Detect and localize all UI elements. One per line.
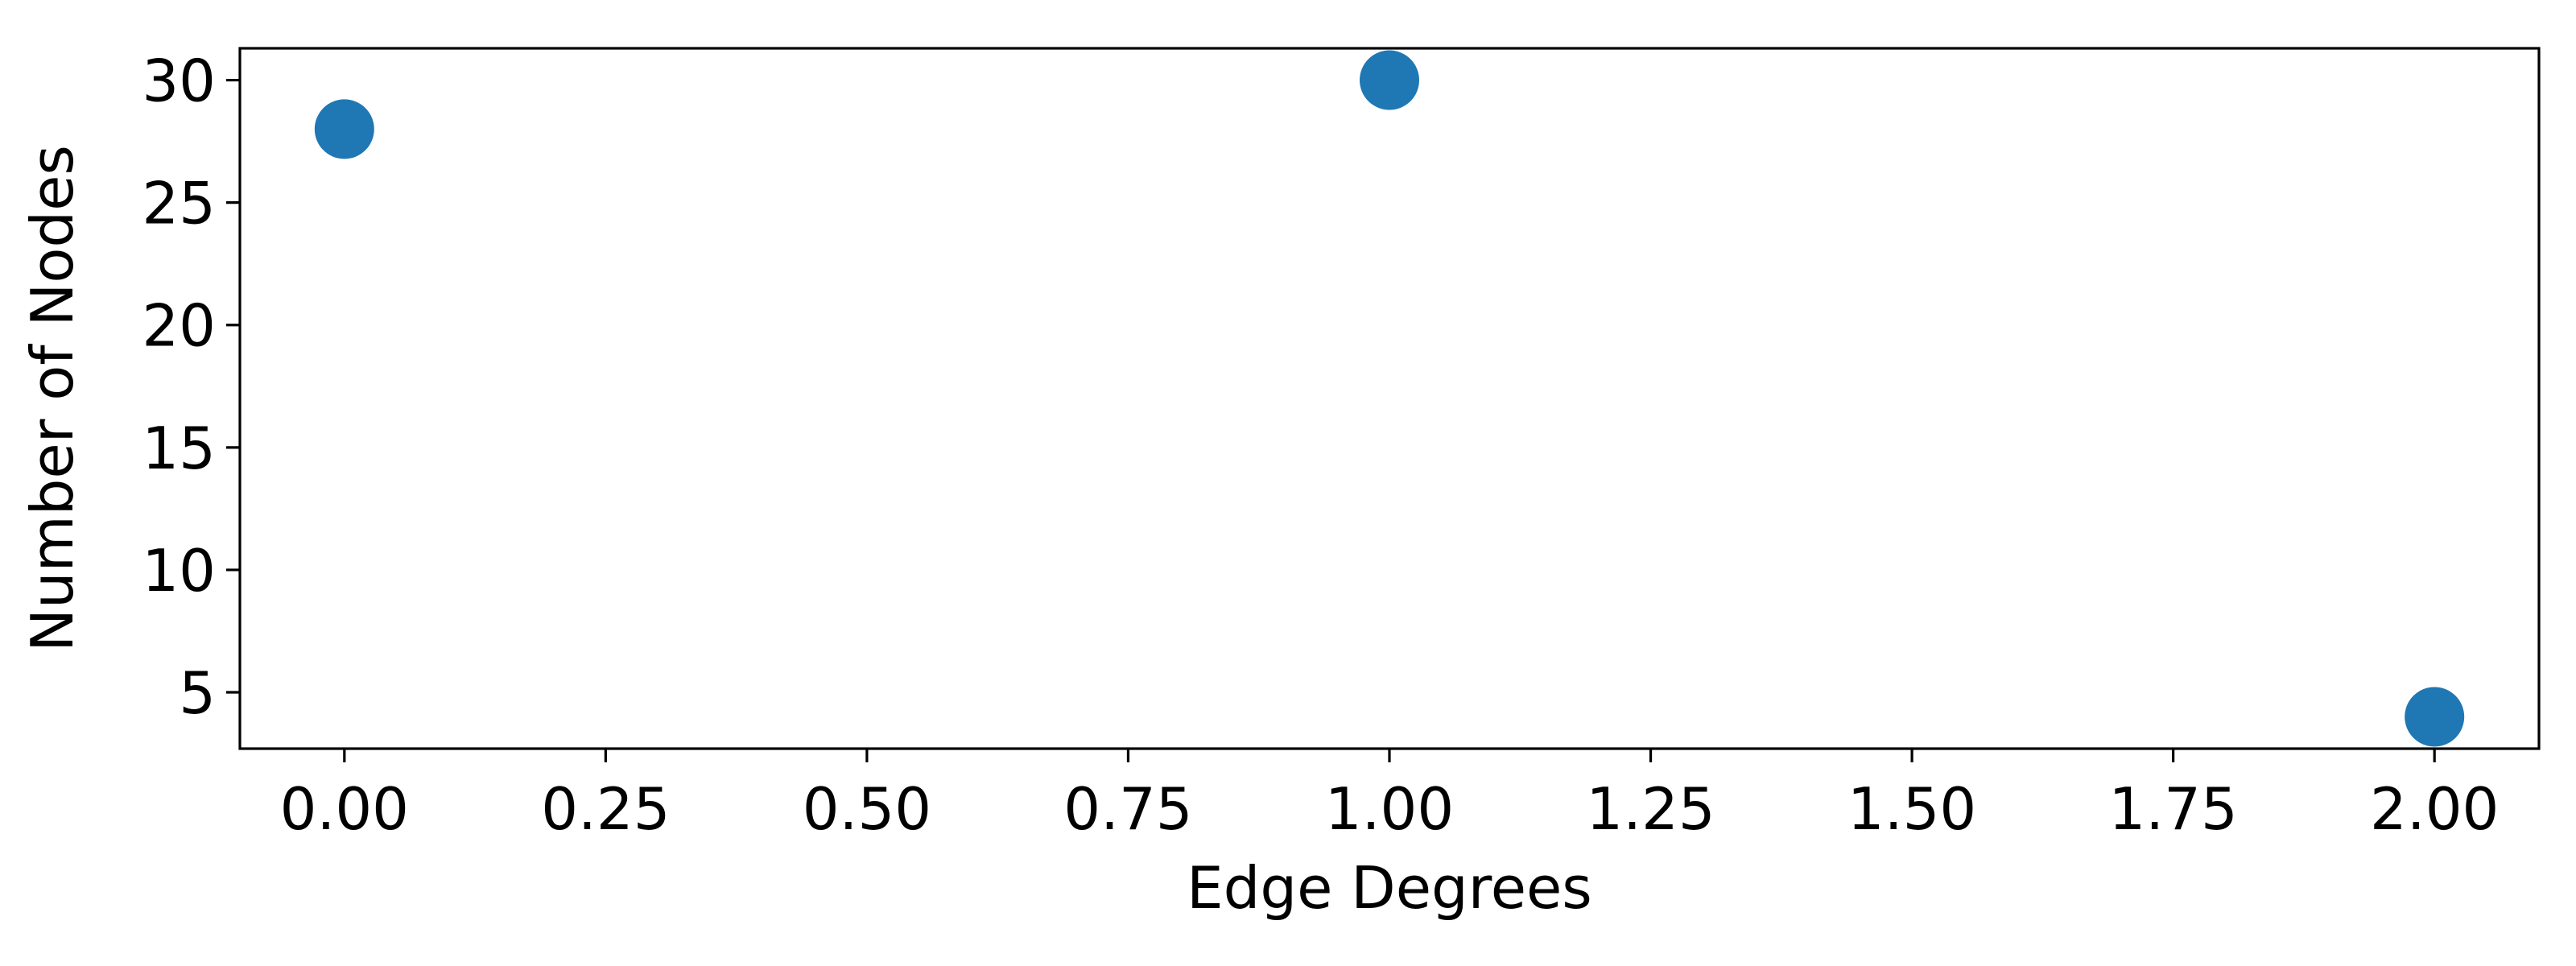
- x-tick-label: 1.75: [2108, 775, 2237, 843]
- y-tick-label: 30: [142, 47, 216, 115]
- plot-frame: [238, 47, 2541, 750]
- x-axis-label: Edge Degrees: [1187, 854, 1592, 922]
- y-tick-label: 10: [142, 537, 216, 605]
- y-tick-label: 20: [142, 292, 216, 360]
- x-tick-label: 0.25: [541, 775, 670, 843]
- scatter-point: [1360, 50, 1419, 110]
- y-axis-label: Number of Nodes: [19, 145, 86, 652]
- x-tick-label: 1.50: [1847, 775, 1976, 843]
- y-tick-label: 5: [179, 659, 216, 727]
- x-axis-ticks: 0.00 0.25 0.50 0.75 1.00 1.25 1.50 1.75 2.00: [280, 749, 2499, 843]
- scatter-point: [314, 99, 374, 159]
- x-tick-label: 0.75: [1063, 775, 1192, 843]
- x-tick-label: 1.00: [1325, 775, 1454, 843]
- y-tick-label: 15: [142, 415, 216, 482]
- x-tick-label: 1.25: [1586, 775, 1715, 843]
- y-axis-ticks: 5 10 15 20 25 30: [142, 47, 240, 727]
- data-points: [314, 50, 2465, 747]
- x-tick-label: 0.00: [280, 775, 409, 843]
- scatter-point: [2405, 687, 2465, 747]
- y-tick-label: 25: [142, 170, 216, 237]
- x-tick-label: 2.00: [2370, 775, 2499, 843]
- x-tick-label: 0.50: [803, 775, 931, 843]
